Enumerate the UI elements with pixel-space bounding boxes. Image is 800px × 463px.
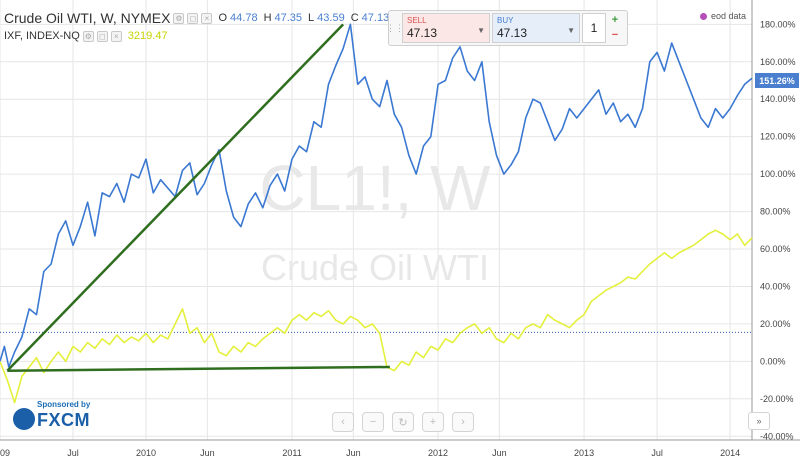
increment-button[interactable]: +	[611, 14, 619, 26]
high-key: H	[263, 12, 272, 24]
compare-settings-icon[interactable]: ⚙	[82, 30, 94, 42]
y-tick-label: 40.00%	[760, 281, 791, 291]
reset-view-button[interactable]: ↻	[392, 412, 414, 432]
y-tick-label: 180.00%	[760, 19, 796, 29]
sponsor-brand: FXCM	[37, 410, 90, 430]
compare-hide-icon[interactable]: ◻	[96, 30, 108, 42]
y-tick-label: 160.00%	[760, 57, 796, 67]
sell-dropdown-icon[interactable]: ▼	[477, 26, 485, 35]
sell-price: 47.13	[407, 26, 438, 40]
decrement-button[interactable]: −	[611, 29, 619, 41]
y-tick-label: 80.00%	[760, 207, 791, 217]
buy-dropdown-icon[interactable]: ▼	[567, 26, 575, 35]
open-value: 44.78	[230, 12, 258, 24]
compare-value: 3219.47	[127, 30, 168, 42]
watermark-symbol: CL1!, W	[259, 152, 491, 224]
last-value-badge: 151.26%	[755, 73, 799, 88]
sell-button[interactable]: SELL 47.13 ▼	[402, 13, 490, 43]
fxcm-logo-icon	[13, 408, 35, 430]
x-tick-label: 2014	[720, 448, 740, 458]
quantity-stepper: + −	[608, 13, 622, 43]
x-tick-label: 2011	[282, 448, 301, 458]
zoom-in-button[interactable]: +	[422, 412, 444, 432]
close-value: 47.13	[361, 12, 390, 24]
compare-series-title: IXF, INDEX-NQ	[4, 30, 80, 42]
series-lines	[0, 23, 753, 404]
x-tick-label: Jun	[492, 448, 507, 458]
sell-label: SELL	[407, 16, 427, 25]
go-to-realtime-button[interactable]: »	[748, 412, 770, 430]
compare-close-icon[interactable]: ×	[110, 30, 122, 42]
x-tick-label: 2010	[136, 448, 156, 458]
x-tick-label: 2012	[428, 448, 448, 458]
ixf-line	[0, 229, 753, 404]
y-tick-label: -20.00%	[760, 394, 794, 404]
sponsor-logo[interactable]: Sponsored by FXCM	[11, 400, 97, 434]
x-tick-label: Jun	[346, 448, 361, 458]
hide-icon[interactable]: ◻	[187, 12, 199, 24]
main-legend: Crude Oil WTI, W, NYMEX ⚙ ◻ × O 44.78 H …	[4, 9, 389, 27]
trendline-drawings[interactable]	[6, 23, 390, 372]
quantity-input[interactable]: 1	[582, 13, 606, 43]
drag-handle-icon[interactable]: ⋮⋮	[386, 22, 404, 33]
buy-button[interactable]: BUY 47.13 ▼	[492, 13, 580, 43]
scroll-left-button[interactable]: ‹	[332, 412, 354, 432]
chart-navigation: ‹ − ↻ + ›	[332, 412, 482, 432]
trade-panel: ⋮⋮ SELL 47.13 ▼ BUY 47.13 ▼ 1 + −	[386, 10, 628, 46]
high-value: 47.35	[274, 12, 303, 24]
y-tick-label: 20.00%	[760, 319, 791, 329]
close-key: C	[350, 12, 359, 24]
buy-label: BUY	[497, 16, 514, 25]
crude-oil-line	[0, 23, 753, 368]
settings-icon[interactable]: ⚙	[173, 12, 185, 24]
eod-indicator: eod data	[700, 11, 746, 21]
x-tick-label: 2013	[574, 448, 594, 458]
zoom-out-button[interactable]: −	[362, 412, 384, 432]
y-tick-label: 100.00%	[760, 169, 796, 179]
compare-legend: IXF, INDEX-NQ ⚙ ◻ × 3219.47	[4, 27, 168, 45]
x-tick-label: 2009	[0, 448, 10, 458]
x-tick-label: Jun	[200, 448, 215, 458]
trendline[interactable]	[7, 365, 390, 372]
main-series-title: Crude Oil WTI, W, NYMEX	[4, 10, 171, 26]
eod-label: eod data	[711, 11, 747, 21]
watermark-name: Crude Oil WTI	[261, 247, 489, 288]
symbol-watermark: CL1!, W Crude Oil WTI	[259, 152, 491, 288]
x-tick-label: Jul	[651, 448, 663, 458]
trendline[interactable]	[6, 23, 345, 372]
y-tick-label: 0.00%	[760, 356, 786, 366]
sponsor-text: Sponsored by	[37, 400, 91, 409]
y-tick-label: -40.00%	[760, 431, 794, 441]
scroll-right-button[interactable]: ›	[452, 412, 474, 432]
close-icon[interactable]: ×	[201, 12, 213, 24]
open-key: O	[218, 12, 228, 24]
low-value: 43.59	[317, 12, 345, 24]
low-key: L	[308, 12, 315, 24]
buy-price: 47.13	[497, 26, 528, 40]
x-tick-label: Jul	[67, 448, 79, 458]
y-tick-label: 120.00%	[760, 132, 796, 142]
y-tick-label: 60.00%	[760, 244, 791, 254]
eod-dot-icon	[700, 12, 707, 20]
y-tick-label: 140.00%	[760, 94, 796, 104]
